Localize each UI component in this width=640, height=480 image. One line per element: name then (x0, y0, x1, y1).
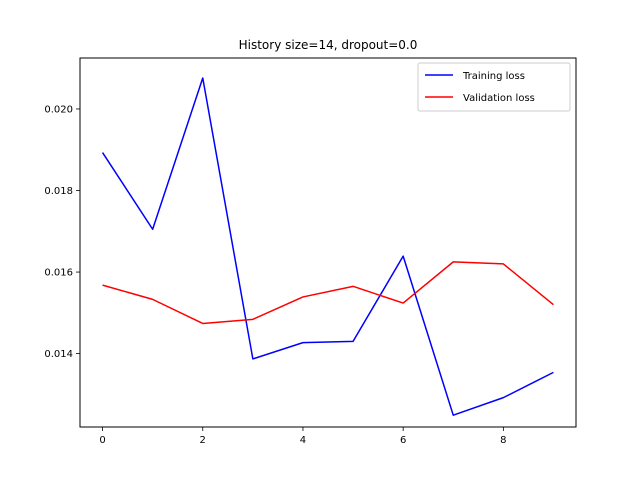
data-point (152, 299, 153, 300)
data-point (302, 296, 303, 297)
data-point (302, 342, 303, 343)
x-tick-label: 4 (300, 435, 306, 446)
data-point (102, 285, 103, 286)
series-line-training (101, 77, 554, 416)
data-point (503, 397, 504, 398)
x-tick-label: 8 (500, 435, 506, 446)
data-point (102, 152, 103, 153)
data-point (403, 256, 404, 257)
y-tick-label: 0.020 (44, 104, 73, 115)
chart-title: History size=14, dropout=0.0 (239, 38, 418, 52)
plot-frame (79, 57, 577, 428)
data-point (252, 319, 253, 320)
legend: Training loss Validation loss (417, 62, 571, 112)
ticks: 0 2 4 6 8 0.014 0.016 0.018 0.020 (44, 104, 506, 446)
series-line-validation (102, 261, 554, 325)
data-point (503, 263, 504, 264)
data-point (202, 323, 203, 324)
data-point (252, 358, 253, 359)
plot-lines (101, 77, 554, 416)
data-point (352, 286, 353, 287)
legend-label-training: Training loss (462, 71, 525, 82)
y-tick-label: 0.018 (44, 186, 73, 197)
x-tick-label: 2 (200, 435, 206, 446)
data-point (352, 341, 353, 342)
data-point (202, 77, 203, 78)
x-tick-label: 0 (99, 435, 105, 446)
x-tick-label: 6 (400, 435, 406, 446)
data-point (553, 372, 554, 373)
legend-label-validation: Validation loss (463, 93, 535, 104)
axes (79, 57, 577, 428)
data-point (553, 304, 554, 305)
y-tick-label: 0.016 (44, 268, 73, 279)
data-point (403, 302, 404, 303)
data-point (453, 415, 454, 416)
y-tick-label: 0.014 (44, 349, 73, 360)
legend-box (417, 62, 571, 112)
data-point (453, 261, 454, 262)
data-point (152, 229, 153, 230)
